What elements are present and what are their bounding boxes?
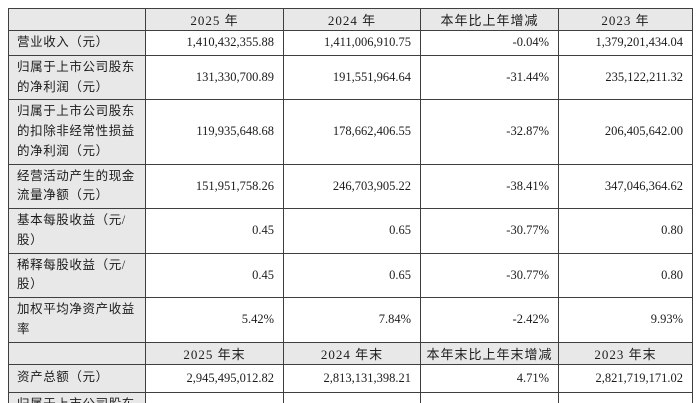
annual-header-change: 本年比上年增减 xyxy=(420,8,559,31)
metric-value: 0.80 xyxy=(558,208,693,254)
metric-value: 347,046,364.62 xyxy=(558,163,693,209)
metric-value: 151,951,758.26 xyxy=(145,163,284,209)
period-end-header-row: 2025 年末 2024 年末 本年末比上年末增减 2023 年末 xyxy=(8,341,693,365)
period-end-header-corner-cell xyxy=(8,341,146,365)
metric-value: 1,410,432,355.88 xyxy=(145,30,284,56)
metric-value: 0.49% xyxy=(420,391,559,403)
metric-value: 1,411,006,910.75 xyxy=(283,30,421,56)
period-end-header-2024: 2024 年末 xyxy=(283,341,421,365)
metric-value: 0.65 xyxy=(283,208,421,254)
metric-label-net-assets: 归属于上市公司股东的净资产（元） xyxy=(8,391,146,403)
metric-value: 0.45 xyxy=(145,252,284,298)
metric-label-revenue: 营业收入（元） xyxy=(8,30,146,56)
period-end-header-2025: 2025 年末 xyxy=(145,341,284,365)
table-row-operating-cash-flow: 经营活动产生的现金流量净额（元） 151,951,758.26 246,703,… xyxy=(8,163,693,209)
metric-value: 2,821,719,171.02 xyxy=(558,363,693,393)
annual-header-row: 2025 年 2024 年 本年比上年增减 2023 年 xyxy=(8,8,693,31)
metric-value: 235,122,211.32 xyxy=(558,54,693,101)
metric-value: 206,405,642.00 xyxy=(558,99,693,165)
table-row-total-assets: 资产总额（元） 2,945,495,012.82 2,813,131,398.2… xyxy=(8,363,693,393)
metric-value: 7.84% xyxy=(283,297,421,343)
table-row-weighted-avg-roe: 加权平均净资产收益率 5.42% 7.84% -2.42% 9.93% xyxy=(8,297,693,343)
metric-value: 2,945,495,012.82 xyxy=(145,363,284,393)
metric-label-operating-cash-flow: 经营活动产生的现金流量净额（元） xyxy=(8,163,146,209)
metric-value: -2.42% xyxy=(420,297,559,343)
metric-label-net-profit: 归属于上市公司股东的净利润（元） xyxy=(8,54,146,101)
metric-value: 2,423,710,521.54 xyxy=(145,391,284,403)
table-row-net-profit: 归属于上市公司股东的净利润（元） 131,330,700.89 191,551,… xyxy=(8,54,693,101)
metric-value: -0.04% xyxy=(420,30,559,56)
metric-value: 4.71% xyxy=(420,363,559,393)
metric-value: 2,411,952,179.12 xyxy=(283,391,421,403)
metric-value: -32.87% xyxy=(420,99,559,165)
annual-header-2023: 2023 年 xyxy=(558,8,693,31)
annual-header-corner-cell xyxy=(8,8,146,31)
financial-summary-table: 2025 年 2024 年 本年比上年增减 2023 年 营业收入（元） 1,4… xyxy=(8,8,693,403)
table-row-basic-eps: 基本每股收益（元/股） 0.45 0.65 -30.77% 0.80 xyxy=(8,208,693,254)
metric-value: 191,551,964.64 xyxy=(283,54,421,101)
metric-value: 2,813,131,398.21 xyxy=(283,363,421,393)
metric-value: 2,446,231,927.29 xyxy=(558,391,693,403)
annual-header-2025: 2025 年 xyxy=(145,8,284,31)
table-row-net-assets: 归属于上市公司股东的净资产（元） 2,423,710,521.54 2,411,… xyxy=(8,391,693,403)
metric-label-diluted-eps: 稀释每股收益（元/股） xyxy=(8,252,146,298)
table-row-revenue: 营业收入（元） 1,410,432,355.88 1,411,006,910.7… xyxy=(8,30,693,56)
metric-value: 5.42% xyxy=(145,297,284,343)
metric-label-weighted-avg-roe: 加权平均净资产收益率 xyxy=(8,297,146,343)
metric-value: 0.45 xyxy=(145,208,284,254)
metric-value: -38.41% xyxy=(420,163,559,209)
period-end-header-change: 本年末比上年末增减 xyxy=(420,341,559,365)
metric-value: 0.65 xyxy=(283,252,421,298)
metric-value: 1,379,201,434.04 xyxy=(558,30,693,56)
metric-value: 0.80 xyxy=(558,252,693,298)
metric-value: 131,330,700.89 xyxy=(145,54,284,101)
table-row-diluted-eps: 稀释每股收益（元/股） 0.45 0.65 -30.77% 0.80 xyxy=(8,252,693,298)
metric-value: 119,935,648.68 xyxy=(145,99,284,165)
metric-value: -31.44% xyxy=(420,54,559,101)
metric-value: -30.77% xyxy=(420,208,559,254)
table-row-net-profit-excl-nonrecurring: 归属于上市公司股东的扣除非经常性损益的净利润（元） 119,935,648.68… xyxy=(8,99,693,165)
period-end-header-2023: 2023 年末 xyxy=(558,341,693,365)
metric-value: 9.93% xyxy=(558,297,693,343)
metric-value: -30.77% xyxy=(420,252,559,298)
metric-value: 178,662,406.55 xyxy=(283,99,421,165)
annual-header-2024: 2024 年 xyxy=(283,8,421,31)
metric-label-total-assets: 资产总额（元） xyxy=(8,363,146,393)
metric-label-net-profit-excl-nonrecurring: 归属于上市公司股东的扣除非经常性损益的净利润（元） xyxy=(8,99,146,165)
metric-value: 246,703,905.22 xyxy=(283,163,421,209)
metric-label-basic-eps: 基本每股收益（元/股） xyxy=(8,208,146,254)
